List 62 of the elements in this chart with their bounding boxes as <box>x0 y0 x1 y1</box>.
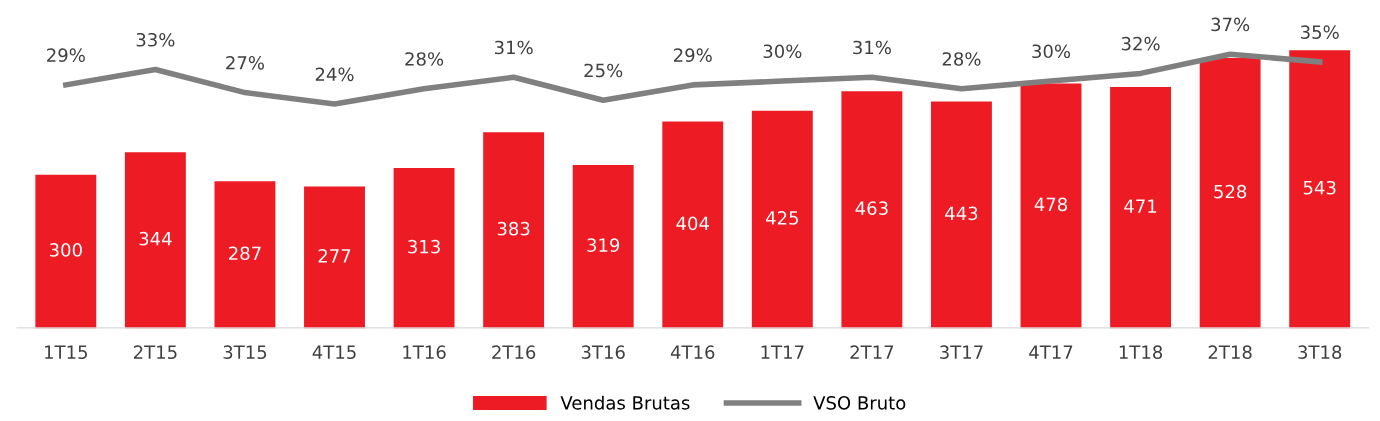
x-tick-label: 3T15 <box>223 345 267 360</box>
data-label: 287 <box>229 246 261 261</box>
x-tick-label: 4T16 <box>670 345 715 360</box>
data-label: 404 <box>676 216 709 231</box>
data-label: 24% <box>315 67 354 82</box>
bar <box>572 164 634 329</box>
bar <box>931 101 992 329</box>
data-label: 33% <box>136 32 175 47</box>
data-label: 313 <box>408 239 440 254</box>
x-tick-label: 1T18 <box>1119 345 1163 360</box>
x-tick-label: 2T16 <box>492 345 536 360</box>
data-label: 27% <box>226 55 265 70</box>
x-tick-label: 1T15 <box>45 345 87 360</box>
data-label: 30% <box>763 44 802 59</box>
bar <box>1110 87 1172 329</box>
x-tick-label: 1T16 <box>403 345 446 360</box>
data-label: 443 <box>945 206 978 221</box>
data-label: 528 <box>1214 184 1247 199</box>
data-label: 277 <box>318 249 351 263</box>
bar <box>393 168 455 329</box>
data-label: 29% <box>47 48 85 62</box>
data-label: 30% <box>1032 44 1071 59</box>
bar <box>841 91 903 329</box>
x-tick-label: 3T16 <box>581 345 625 360</box>
x-tick-label: 2T17 <box>850 345 894 359</box>
x-tick-label: 4T17 <box>1029 345 1073 359</box>
x-tick-label: 1T17 <box>761 345 804 359</box>
bar <box>35 174 97 329</box>
legend-label: Vendas Brutas <box>560 395 690 410</box>
data-label: 471 <box>1124 199 1157 213</box>
bar <box>1020 83 1082 329</box>
data-label: 319 <box>587 238 620 252</box>
data-label: 543 <box>1303 180 1336 195</box>
bar <box>1289 50 1351 329</box>
data-label: 35% <box>1301 25 1339 39</box>
data-label: 383 <box>497 221 530 236</box>
bar <box>751 110 813 329</box>
bar <box>662 121 724 329</box>
bar <box>483 132 545 329</box>
x-tick-label: 4T15 <box>312 345 356 360</box>
data-label: 344 <box>139 231 172 246</box>
bar <box>214 181 276 329</box>
bar <box>1199 57 1261 329</box>
data-label: 28% <box>405 52 444 66</box>
data-label: 300 <box>49 243 82 257</box>
x-tick-label: 2T15 <box>133 345 177 360</box>
data-label: 31% <box>494 40 533 55</box>
bar <box>304 186 365 329</box>
legend-label: VSO Bruto <box>813 396 906 410</box>
x-tick-label: 3T17 <box>940 345 983 360</box>
data-label: 31% <box>853 40 891 55</box>
bar <box>124 152 186 329</box>
data-label: 25% <box>584 63 623 78</box>
data-label: 29% <box>674 48 712 62</box>
x-tick-label: 3T18 <box>1298 345 1342 360</box>
data-label: 478 <box>1034 197 1068 212</box>
data-label: 28% <box>942 52 981 66</box>
x-tick-label: 2T18 <box>1208 345 1252 360</box>
data-label: 463 <box>855 201 888 216</box>
data-label: 37% <box>1211 17 1250 32</box>
data-label: 32% <box>1121 36 1160 51</box>
data-label: 425 <box>765 211 798 225</box>
